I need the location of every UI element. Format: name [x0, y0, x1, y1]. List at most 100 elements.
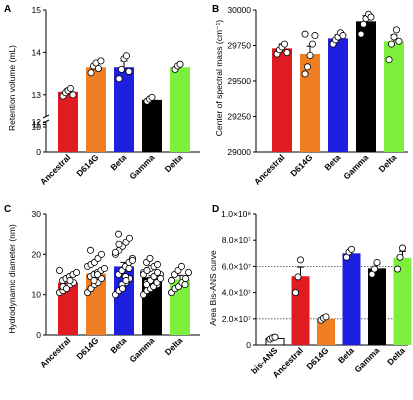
panel-d-y-tick-label: 0	[246, 340, 251, 350]
panel-a-y-tick-label: 10	[32, 122, 42, 132]
panel-d-y-tick-label: 4.0×10⁷	[222, 288, 251, 298]
panel-a-y-tick-label: 13	[32, 90, 42, 100]
panel-c-data-point	[142, 281, 150, 289]
panel-b-data-point	[301, 70, 309, 78]
panel-b-y-tick-label: 29000	[227, 147, 251, 157]
panel-a-bar-gamma	[142, 99, 162, 152]
panel-a-axis-break-mark	[42, 114, 50, 119]
panel-d-category-label: Beta	[336, 345, 356, 365]
panel-b-data-point	[304, 63, 312, 71]
panel-b-category-label: Gamma	[341, 152, 370, 181]
panel-d-data-point	[292, 289, 300, 297]
panel-c-y-tick-label: 20	[32, 249, 42, 259]
panel-a-data-point	[122, 52, 130, 60]
panel-a-bar-beta	[114, 67, 134, 152]
panel-a-data-point	[118, 65, 126, 73]
panel-d-data-point	[373, 258, 381, 266]
panel-c-category-label: Delta	[163, 335, 185, 357]
panel-a-y-tick-label: 0	[36, 147, 41, 157]
panel-label-a: A	[4, 4, 11, 15]
panel-c-data-point	[115, 230, 123, 238]
panel-a-category-label: D614G	[74, 152, 100, 178]
panel-a-category-label: Beta	[108, 152, 128, 172]
panel-d-y-tick-label: 2.0×10⁷	[222, 314, 251, 324]
panel-c-y-tick-label: 10	[32, 290, 42, 300]
panel-d-y-tick-label: 1.0×10⁸	[221, 209, 251, 219]
panel-d-bar-delta	[393, 257, 412, 345]
panel-c-category-label: Ancestral	[38, 335, 72, 369]
panel-b-data-point	[306, 51, 314, 59]
panel-b-bar-d614g	[300, 54, 320, 152]
panel-a-bar-d614g	[86, 67, 106, 152]
panel-b-data-point	[392, 26, 400, 34]
panel-d-data-point	[347, 245, 355, 253]
panel-b-category-label: Ancestral	[252, 152, 286, 186]
panel-label-d: D	[212, 204, 219, 215]
panel-b-data-point	[308, 40, 316, 48]
panel-c-data-point	[167, 277, 175, 285]
panel-c-data-point	[90, 277, 98, 285]
panel-c-category-label: Gamma	[127, 335, 156, 364]
panel-a-data-point	[66, 84, 74, 92]
panel-b-y-tick-label: 29750	[227, 41, 251, 51]
panel-b-y-tick-label: 29500	[227, 76, 251, 86]
panel-b-y-axis-title: Center of spectral mass (cm⁻¹)	[214, 20, 224, 137]
panel-c-data-point	[112, 248, 120, 256]
panel-c-data-point	[126, 234, 134, 242]
panel-c-data-point	[156, 275, 164, 283]
panel-c-data-point	[115, 240, 123, 248]
panel-b-y-tick-label: 30000	[227, 5, 251, 15]
panel-a-category-label: Ancestral	[38, 152, 72, 186]
panel-a-data-point	[115, 75, 123, 83]
panel-a-y-tick-label: 11	[32, 120, 41, 130]
panel-d-data-point	[398, 244, 406, 252]
panel-c-y-tick-label: 0	[36, 330, 41, 340]
panel-c-category-label: D614G	[74, 335, 100, 361]
panel-a-category-label: Delta	[163, 152, 185, 174]
panel-d-data-point	[294, 273, 302, 281]
panel-a-y-tick-label: 14	[32, 47, 42, 57]
panel-d-data-point	[296, 256, 304, 264]
panel-b-category-label: Delta	[377, 152, 399, 174]
panel-b-data-point	[311, 32, 319, 40]
panel-d-data-point	[394, 265, 402, 273]
panel-b-data-point	[388, 40, 396, 48]
panel-c-bar-delta	[170, 279, 190, 335]
panel-c-data-point	[177, 262, 185, 270]
panel-c-y-axis-title: Hydrodynamic diameter (nm)	[7, 224, 17, 334]
panel-a-data-point	[125, 67, 133, 75]
panel-c-data-point	[56, 266, 64, 274]
panel-c-data-point	[128, 256, 136, 264]
panel-label-b: B	[212, 4, 219, 15]
panel-c-data-point	[181, 281, 189, 289]
panel-a-y-tick-label: 12	[32, 117, 42, 127]
panel-b-bar-ancestral	[272, 48, 292, 153]
panel-d-data-point	[322, 313, 330, 321]
panel-d-y-axis-title: Area Bis-ANS curve	[208, 250, 218, 326]
panel-b-bar-delta	[384, 41, 404, 152]
panel-b-data-point	[385, 56, 393, 64]
panel-a-y-tick-label: 15	[32, 5, 42, 15]
panel-c-data-point	[73, 268, 81, 276]
panel-label-c: C	[4, 204, 11, 215]
panel-a-bar-ancestral	[58, 91, 78, 152]
panel-c-category-label: Beta	[108, 335, 128, 355]
panel-d-bar-d614g	[317, 318, 335, 345]
panel-d-y-tick-label: 6.0×10⁷	[222, 261, 251, 271]
panel-a-category-label: Gamma	[127, 152, 156, 181]
panel-b-data-point	[357, 30, 365, 38]
panel-c-data-point	[66, 277, 74, 285]
panel-d-bar-gamma	[368, 268, 386, 345]
panel-b-category-label: D614G	[288, 152, 314, 178]
panel-a-data-point	[176, 60, 184, 68]
panel-c-data-point	[94, 270, 102, 278]
panel-c-data-point	[181, 275, 189, 283]
panel-b-bar-gamma	[356, 21, 376, 152]
panel-b-data-point	[367, 13, 375, 21]
panel-b-data-point	[360, 20, 368, 28]
panel-b-category-label: Beta	[322, 152, 342, 172]
panel-b-bar-beta	[328, 38, 348, 152]
panel-c-y-tick-label: 30	[32, 209, 42, 219]
panel-a-data-point	[148, 93, 156, 101]
